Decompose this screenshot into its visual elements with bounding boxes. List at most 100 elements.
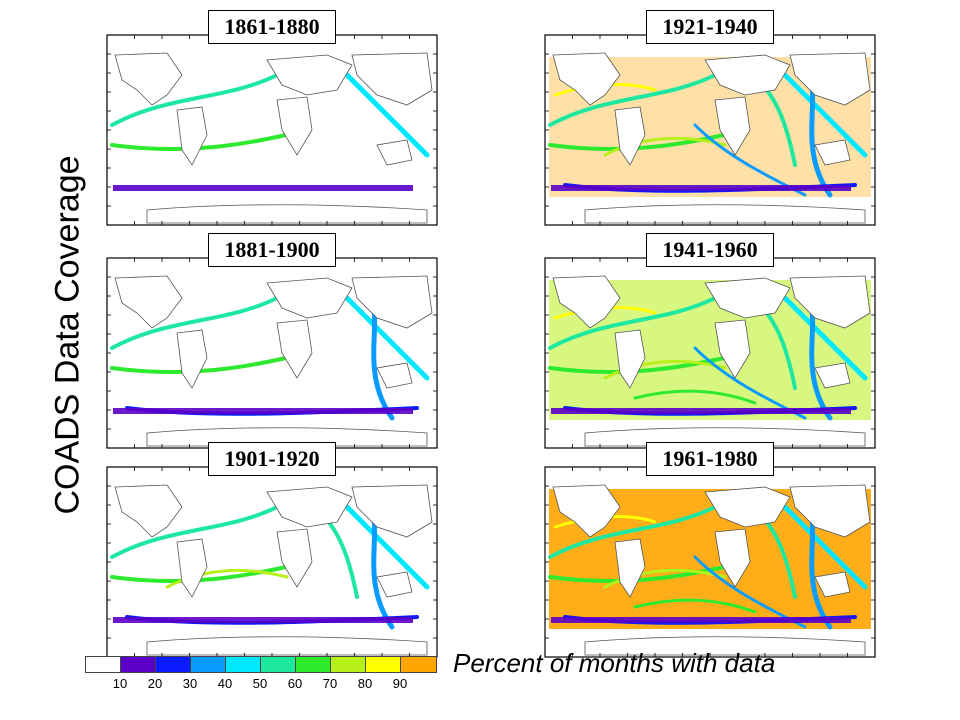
continent-outline (814, 571, 851, 598)
legend-swatch-8 (366, 657, 401, 672)
continent-outline (789, 275, 871, 329)
shipping-route-band (782, 295, 868, 381)
continent-outline (266, 277, 353, 319)
legend-swatch-0 (86, 657, 121, 672)
legend-tick-label: 10 (112, 676, 128, 691)
southern-ocean-band (551, 185, 851, 191)
legend-ticks: 10 20 30 40 50 60 70 80 90 (85, 676, 440, 696)
period-label: 1881-1900 (208, 233, 336, 267)
period-label: 1901-1920 (208, 442, 336, 476)
continent-outline (552, 52, 621, 106)
map-panel-1881-1900: 1881-1900 (106, 233, 438, 449)
shipping-route-band (548, 505, 717, 559)
continent-outline (789, 52, 871, 106)
shipping-route-band (548, 73, 717, 127)
continent-outline (814, 139, 851, 166)
shipping-route-band (110, 73, 279, 127)
legend-swatch-4 (226, 657, 261, 672)
southern-ocean-band (551, 617, 851, 623)
legend-tick-label: 20 (147, 676, 163, 691)
coverage-map (106, 466, 438, 658)
continent-outline (114, 275, 183, 329)
continent-outline (584, 636, 866, 656)
coverage-map (544, 257, 876, 449)
continent-outline (376, 571, 413, 598)
continent-outline (614, 106, 646, 166)
map-panel-1901-1920: 1901-1920 (106, 442, 438, 658)
period-label: 1921-1940 (646, 10, 774, 44)
legend-title: Percent of months with data (453, 648, 776, 678)
period-label: 1861-1880 (208, 10, 336, 44)
legend-tick-label: 80 (357, 676, 373, 691)
continent-outline (376, 139, 413, 166)
shipping-route-band (782, 504, 868, 590)
continent-outline (789, 484, 871, 538)
southern-ocean-band (551, 408, 851, 414)
legend-tick-label: 70 (322, 676, 338, 691)
continent-outline (276, 528, 313, 588)
shipping-route-band (603, 136, 727, 157)
continent-outline (266, 486, 353, 528)
continent-outline (351, 52, 433, 106)
continent-outline (351, 484, 433, 538)
shipping-route-band (633, 389, 757, 405)
continent-outline (176, 329, 208, 389)
legend-swatch-1 (121, 657, 156, 672)
continent-outline (276, 319, 313, 379)
legend-swatch-2 (156, 657, 191, 672)
continent-outline (704, 486, 791, 528)
map-panel-1921-1940: 1921-1940 (544, 10, 876, 226)
shipping-route-band (603, 568, 727, 589)
legend-tick-label: 90 (392, 676, 408, 691)
legend-swatch-6 (296, 657, 331, 672)
continent-outline (704, 277, 791, 319)
shipping-route-band (344, 295, 430, 381)
period-label: 1941-1960 (646, 233, 774, 267)
legend-tick-label: 50 (252, 676, 268, 691)
legend-swatch-3 (191, 657, 226, 672)
legend-tick-label: 30 (182, 676, 198, 691)
shipping-route-band (633, 598, 757, 614)
map-panel-1961-1980: 1961-1980 (544, 442, 876, 658)
continent-outline (714, 96, 751, 156)
shipping-route-band (344, 504, 430, 590)
continent-outline (614, 538, 646, 598)
period-label: 1961-1980 (646, 442, 774, 476)
shipping-route-band (110, 505, 279, 559)
continent-outline (351, 275, 433, 329)
southern-ocean-band (113, 185, 413, 191)
continent-outline (376, 362, 413, 389)
continent-outline (584, 427, 866, 447)
continent-outline (114, 484, 183, 538)
continent-outline (714, 528, 751, 588)
continent-outline (814, 362, 851, 389)
shipping-route-band (344, 72, 430, 158)
continent-outline (146, 204, 428, 224)
coverage-map (544, 466, 876, 658)
southern-ocean-band (113, 408, 413, 414)
legend-swatch-5 (261, 657, 296, 672)
map-panel-1941-1960: 1941-1960 (544, 233, 876, 449)
legend-colorbar (85, 656, 437, 673)
shipping-route-band (165, 568, 289, 589)
continent-outline (714, 319, 751, 379)
continent-outline (146, 636, 428, 656)
legend-swatch-7 (331, 657, 366, 672)
southern-ocean-band (113, 617, 413, 623)
continent-outline (552, 484, 621, 538)
shipping-route-band (110, 296, 279, 350)
legend-swatch-9 (401, 657, 436, 672)
coverage-map (544, 34, 876, 226)
continent-outline (114, 52, 183, 106)
shipping-route-band (603, 359, 727, 380)
coverage-map (106, 34, 438, 226)
figure-title: COADS Data Coverage (48, 155, 87, 515)
continent-outline (276, 96, 313, 156)
continent-outline (614, 329, 646, 389)
continent-outline (584, 204, 866, 224)
shipping-route-band (782, 72, 868, 158)
continent-outline (176, 538, 208, 598)
continent-outline (146, 427, 428, 447)
legend-tick-label: 40 (217, 676, 233, 691)
coverage-map (106, 257, 438, 449)
